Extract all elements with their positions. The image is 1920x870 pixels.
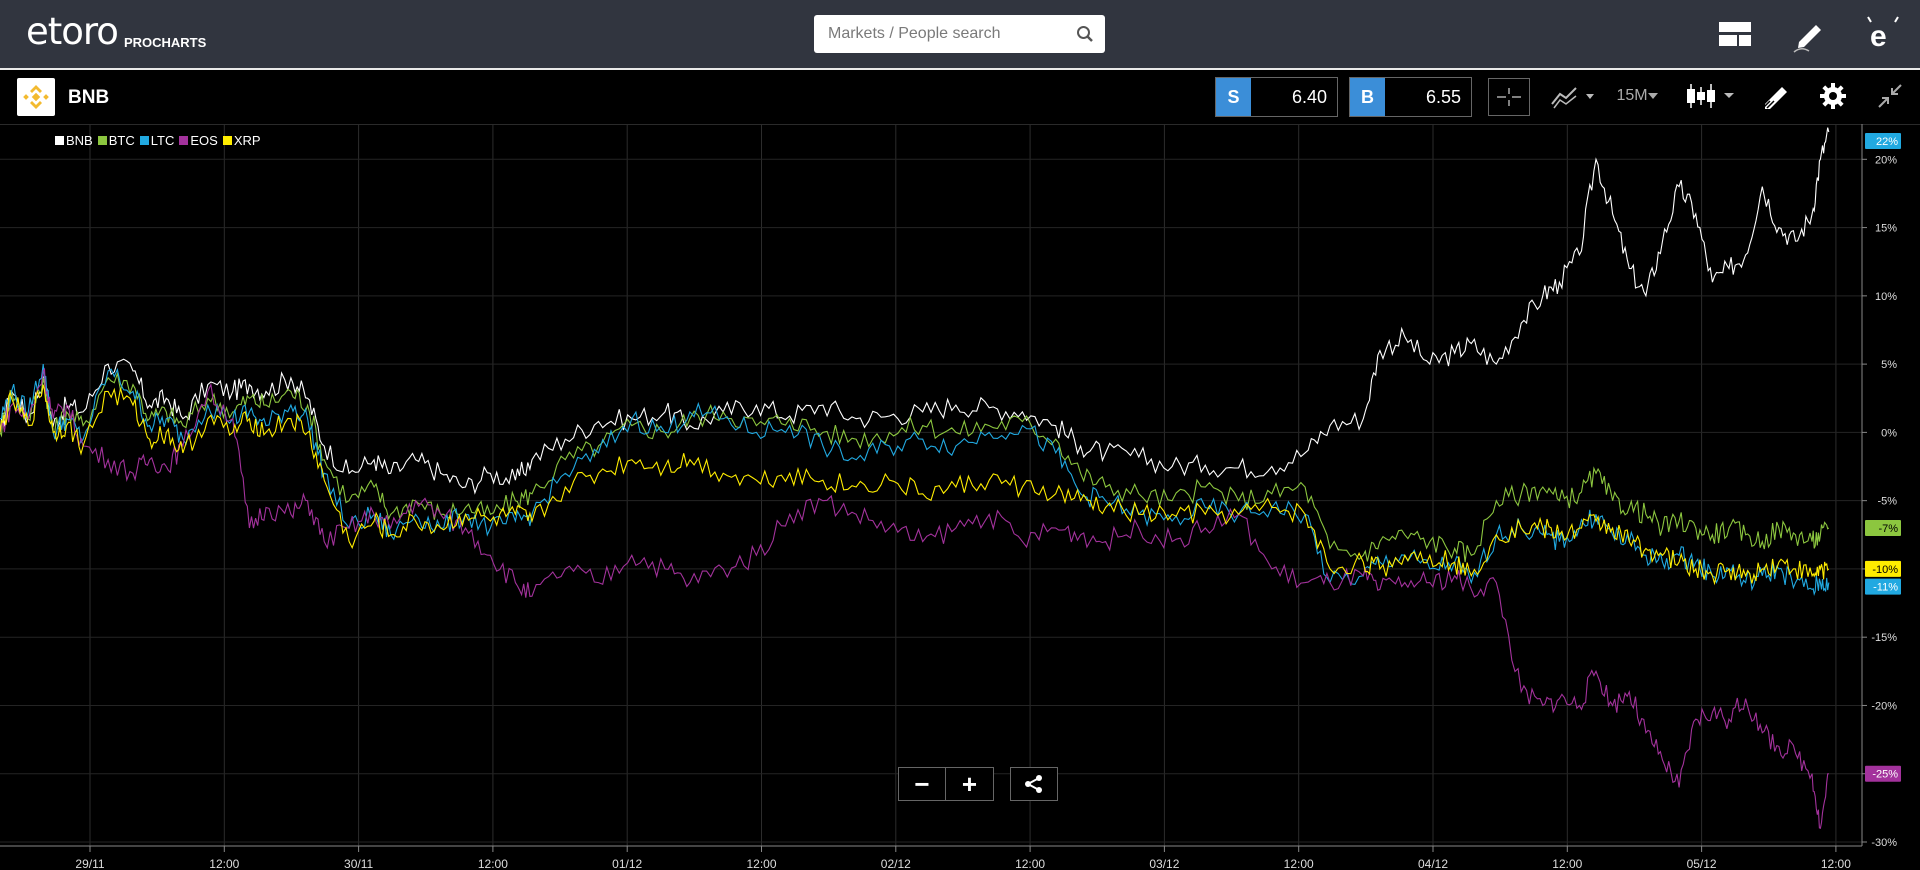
draw-icon [1763, 87, 1787, 109]
top-icons: e [1698, 0, 1920, 68]
last-value-label-ltc: -11% [1873, 582, 1898, 594]
buy-button[interactable]: B 6.55 [1349, 77, 1472, 117]
x-tick-label: 03/12 [1149, 857, 1179, 870]
legend-label: BTC [108, 133, 135, 148]
last-value-label-eos: -25% [1872, 769, 1898, 781]
series-line-btc [0, 371, 1830, 563]
x-tick-label: 12:00 [1552, 857, 1582, 870]
x-tick-label: 01/12 [612, 857, 642, 870]
last-value-badge-ltc [1865, 578, 1901, 595]
x-tick-label: 04/12 [1418, 857, 1448, 870]
procharts-label: PROCHARTS [123, 35, 207, 50]
last-value-label-xrp: -10% [1872, 564, 1898, 576]
y-tick-label: 10% [1875, 291, 1897, 303]
bnb-logo-icon [17, 78, 55, 116]
search-icon[interactable] [1076, 25, 1094, 43]
sell-value: 6.40 [1251, 78, 1337, 116]
legend-item-bnb[interactable]: BNB [55, 133, 93, 148]
legend-label: EOS [190, 133, 218, 148]
last-value-label-bnb: 22% [1876, 136, 1898, 148]
buy-label: B [1350, 78, 1385, 116]
y-tick-label: -30% [1871, 837, 1897, 849]
chart-legend: BNB BTC LTC EOS XRP [55, 133, 266, 148]
compare-button[interactable] [1548, 76, 1602, 116]
share-button[interactable] [1010, 767, 1058, 801]
zoom-out-button[interactable]: − [898, 767, 946, 801]
layout-icon[interactable] [1698, 0, 1772, 68]
etoro-e-icon[interactable]: e [1846, 0, 1920, 68]
crosshair-icon [1497, 88, 1521, 106]
y-tick-label: -20% [1871, 700, 1897, 712]
x-tick-label: 02/12 [881, 857, 911, 870]
zoom-controls: − + [898, 767, 994, 801]
edit-icon[interactable] [1772, 0, 1846, 68]
crosshair-button[interactable] [1488, 78, 1530, 116]
y-tick-label: -5% [1877, 496, 1897, 508]
legend-swatch [179, 136, 189, 145]
legend-swatch [55, 136, 64, 145]
legend-label: BNB [66, 133, 93, 148]
x-tick-label: 12:00 [1284, 857, 1314, 870]
series-line-bnb [0, 127, 1830, 495]
legend-swatch [97, 136, 107, 145]
x-tick-label: 05/12 [1687, 857, 1717, 870]
y-tick-label: 20% [1875, 154, 1897, 166]
collapse-button[interactable] [1870, 76, 1910, 116]
collapse-icon [1878, 84, 1902, 108]
last-value-badge-xrp [1865, 560, 1901, 577]
x-tick-label: 12:00 [1015, 857, 1045, 870]
settings-icon [1820, 83, 1846, 109]
legend-item-xrp[interactable]: XRP [222, 133, 261, 148]
settings-button[interactable] [1813, 76, 1853, 116]
legend-item-ltc[interactable]: LTC [139, 133, 175, 148]
candlestick-icon [1687, 84, 1734, 108]
top-bar: etoro PROCHARTS e [0, 0, 1920, 68]
x-tick-label: 12:00 [209, 857, 239, 870]
buy-value: 6.55 [1385, 78, 1471, 116]
instrument-name: BNB [68, 87, 110, 108]
legend-label: LTC [150, 133, 175, 148]
legend-item-eos[interactable]: EOS [179, 133, 218, 148]
last-value-badge-eos [1865, 765, 1901, 782]
legend-label: XRP [233, 133, 261, 148]
etoro-logo[interactable]: etoro [26, 10, 119, 53]
comparison-chart[interactable]: 20% 15% 10% 5% 0% -5% -10% -15% -20% -25% -30% 29/… [0, 124, 1920, 870]
last-value-label-btc: -7% [1878, 523, 1898, 535]
series-line-eos [0, 367, 1829, 830]
draw-button[interactable] [1757, 76, 1797, 116]
sell-label: S [1216, 78, 1251, 116]
sell-button[interactable]: S 6.40 [1215, 77, 1338, 117]
y-tick-label: 5% [1881, 359, 1897, 371]
last-value-badge-btc [1865, 519, 1901, 536]
x-tick-label: 12:00 [746, 857, 776, 870]
search-box[interactable] [814, 15, 1105, 53]
divider [0, 68, 1920, 70]
legend-swatch [139, 136, 149, 145]
svg-text:e: e [1870, 20, 1887, 52]
chart-toolbar: BNB S 6.40 B 6.55 15M [0, 70, 1920, 125]
legend-swatch [222, 136, 232, 145]
series-line-ltc [0, 364, 1830, 596]
x-tick-label: 30/11 [344, 857, 373, 870]
search-input[interactable] [814, 15, 1064, 53]
interval-dropdown[interactable]: 15M [1612, 76, 1662, 116]
last-value-badge-bnb [1865, 133, 1901, 149]
legend-item-btc[interactable]: BTC [97, 133, 135, 148]
chart-type-dropdown[interactable] [1682, 76, 1742, 116]
compare-icon [1551, 87, 1594, 109]
chart-area[interactable]: 20% 15% 10% 5% 0% -5% -10% -15% -20% -25% -30% 29/… [0, 124, 1920, 870]
brand[interactable]: etoro PROCHARTS [26, 12, 206, 52]
series-line-xrp [0, 384, 1830, 586]
zoom-in-button[interactable]: + [946, 767, 994, 801]
share-icon [1025, 775, 1042, 793]
y-tick-label: -15% [1871, 632, 1897, 644]
x-tick-label: 29/11 [75, 857, 104, 870]
chevron-down-icon [1647, 93, 1658, 99]
interval-label: 15M [1616, 87, 1648, 104]
y-tick-label: 15% [1875, 223, 1897, 235]
y-tick-label: 0% [1881, 427, 1897, 439]
x-tick-label: 12:00 [1821, 857, 1851, 870]
x-tick-label: 12:00 [478, 857, 508, 870]
